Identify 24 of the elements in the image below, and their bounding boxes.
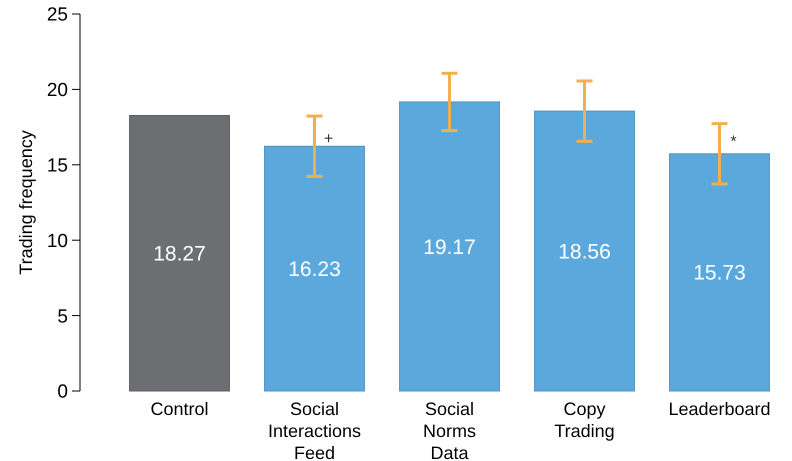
bar <box>264 146 365 392</box>
data-label: 15.73 <box>693 262 746 285</box>
y-tick-label: 20 <box>46 80 68 102</box>
data-label: 19.17 <box>423 236 476 259</box>
y-axis-title: Trading frequency <box>16 130 36 275</box>
x-tick-label: Social Interactions Feed <box>268 399 362 461</box>
y-tick-label: 15 <box>46 155 68 176</box>
data-label: 16.23 <box>288 258 341 281</box>
bar <box>399 101 500 392</box>
bar <box>669 153 770 392</box>
bar <box>129 114 230 392</box>
x-tick-label: Control <box>150 399 209 419</box>
y-tick-label: 5 <box>57 306 68 328</box>
x-tick-label: Social Norms Data <box>423 399 476 461</box>
y-tick-label: 0 <box>57 382 68 403</box>
data-label: 18.56 <box>558 240 611 264</box>
annotation: + <box>324 130 334 148</box>
y-tick-label: 25 <box>46 4 68 26</box>
x-tick-label: Leaderboard <box>668 399 771 419</box>
bar <box>534 110 635 392</box>
x-tick-label: Copy Trading <box>554 399 615 441</box>
annotation: * <box>730 133 737 150</box>
data-label: 18.27 <box>153 242 206 266</box>
y-tick-label: 10 <box>46 230 68 252</box>
